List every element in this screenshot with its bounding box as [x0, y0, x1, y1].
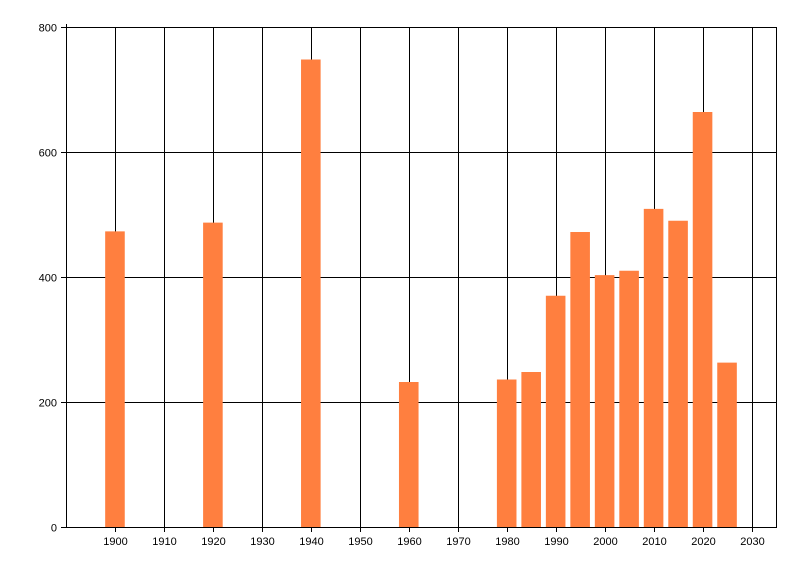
- x-tick-label: 2020: [691, 536, 715, 548]
- x-tick-label: 1920: [201, 536, 225, 548]
- bar: [594, 275, 615, 527]
- x-tick-label: 1910: [152, 536, 176, 548]
- y-tick-label: 400: [39, 273, 57, 285]
- x-tick-label: 2010: [642, 536, 666, 548]
- bar: [545, 295, 566, 527]
- y-tick-label: 600: [39, 148, 57, 160]
- x-tick-label: 1930: [250, 536, 274, 548]
- bar: [643, 208, 664, 527]
- bar-series: [105, 59, 737, 527]
- bar: [668, 220, 688, 527]
- x-tick-label: 1970: [446, 536, 470, 548]
- bar: [717, 362, 737, 527]
- bar: [570, 232, 590, 527]
- x-axis-ticks: 1900 1910 1920 1930 1940 1950 1960 1970 1980 1990…: [103, 527, 765, 548]
- y-tick-label: 0: [51, 523, 57, 535]
- bar: [301, 59, 321, 527]
- x-tick-label: 2030: [740, 536, 764, 548]
- bar: [692, 112, 713, 527]
- bar: [521, 372, 541, 527]
- x-tick-label: 1950: [348, 536, 372, 548]
- bar: [105, 231, 125, 527]
- x-tick-label: 2000: [593, 536, 617, 548]
- y-tick-label: 800: [39, 23, 57, 35]
- x-tick-label: 1960: [397, 536, 421, 548]
- bar: [619, 270, 639, 527]
- axes: [62, 24, 777, 528]
- x-tick-label: 1990: [544, 536, 568, 548]
- bar: [203, 222, 223, 527]
- y-axis-ticks: 0 200 400 600 800: [39, 23, 66, 535]
- x-tick-label: 1940: [299, 536, 323, 548]
- bar: [496, 379, 517, 527]
- y-tick-label: 200: [39, 398, 57, 410]
- x-tick-label: 1900: [103, 536, 127, 548]
- bar: [398, 382, 419, 527]
- x-tick-label: 1980: [495, 536, 519, 548]
